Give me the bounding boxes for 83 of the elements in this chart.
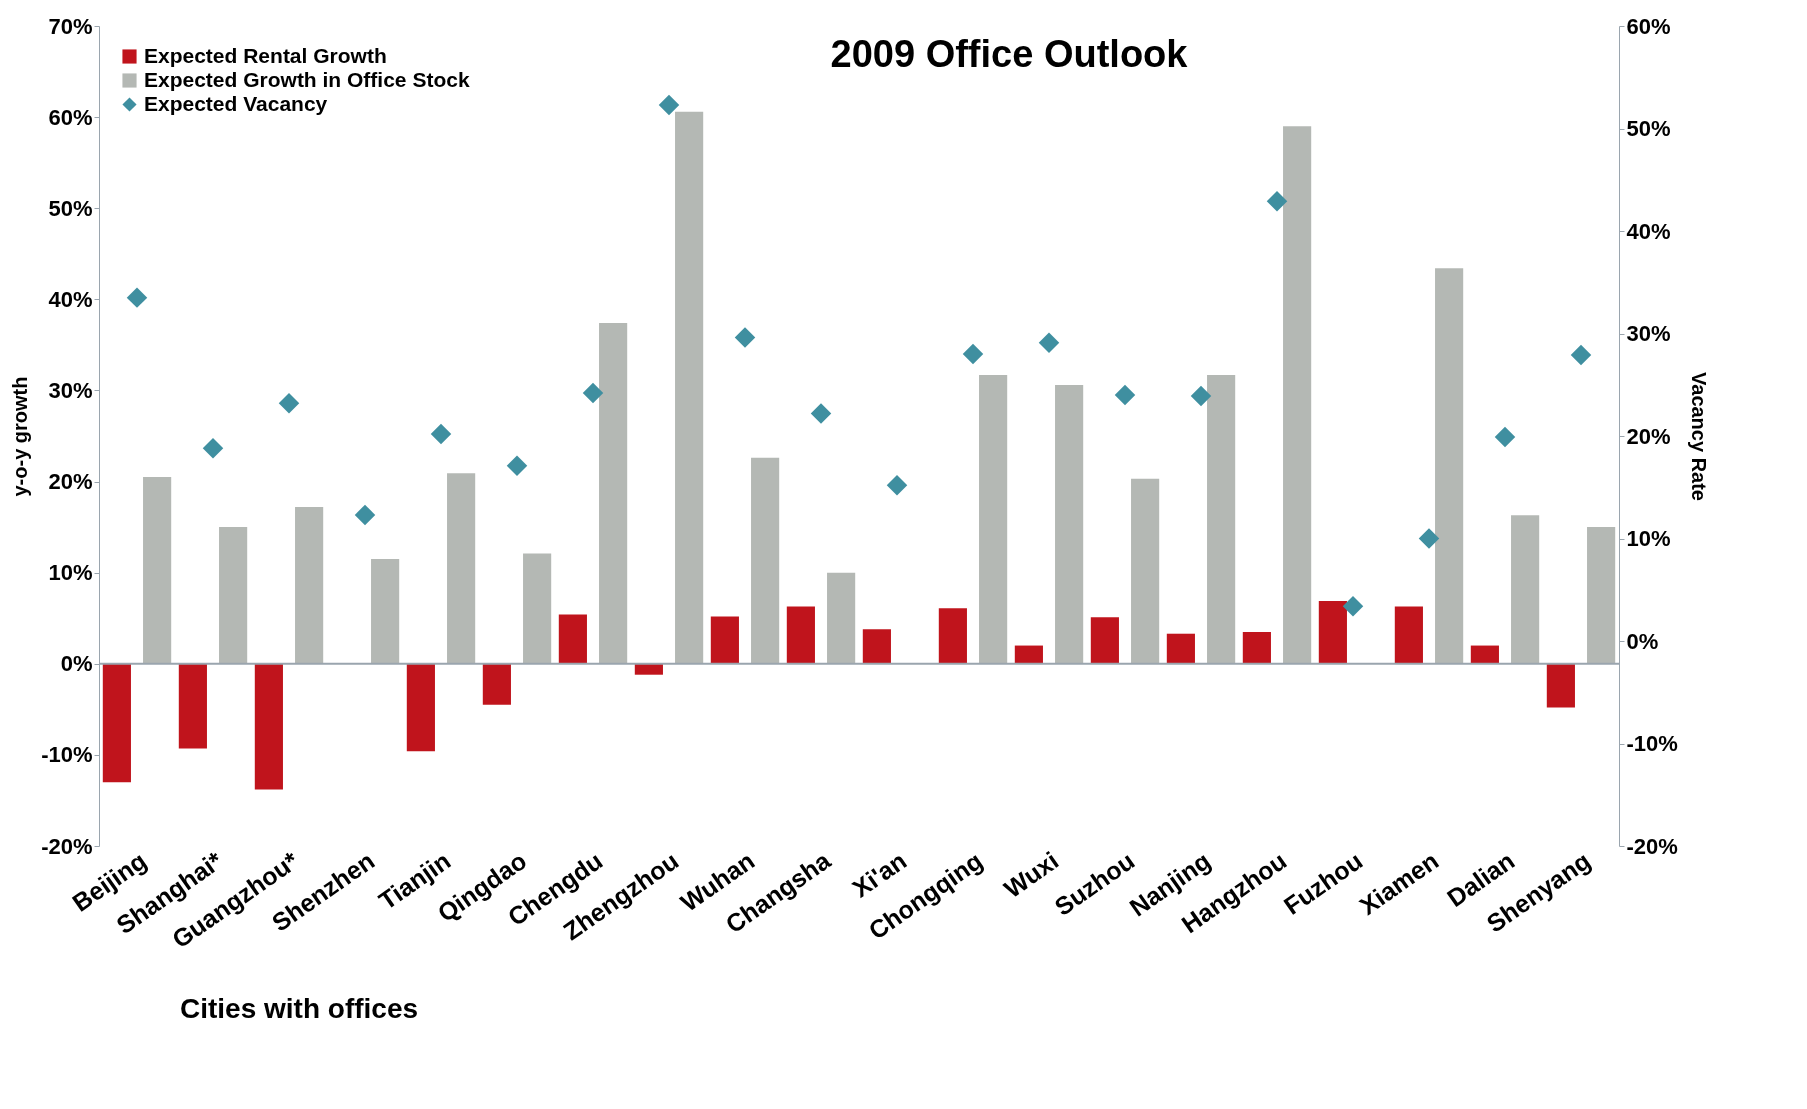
- bar: [675, 111, 704, 664]
- bar: [827, 572, 856, 664]
- y-axis-title: y-o-y growth: [9, 376, 32, 497]
- legend-label: Expected Vacancy: [144, 91, 328, 115]
- point: [278, 392, 300, 414]
- y-tick-label: 60%: [48, 104, 93, 130]
- point: [430, 423, 452, 445]
- bar: [254, 663, 283, 790]
- y-tick-label: 50%: [48, 195, 93, 221]
- y2-tick-label: -20%: [1626, 833, 1678, 859]
- point: [1570, 344, 1592, 366]
- y-tick-label: 70%: [48, 13, 93, 39]
- point: [202, 438, 224, 459]
- point: [354, 504, 376, 526]
- y2-tick-label: 50%: [1626, 116, 1671, 141]
- bar: [1511, 515, 1540, 664]
- bar: [1283, 126, 1312, 664]
- point: [810, 403, 832, 424]
- bar: [938, 608, 967, 664]
- point: [506, 455, 528, 476]
- y2-tick-label: 10%: [1626, 526, 1671, 551]
- point: [1266, 191, 1288, 212]
- bar: [1470, 645, 1499, 664]
- bar: [178, 663, 207, 749]
- bar: [1394, 606, 1423, 664]
- legend-label: Expected Rental Growth: [144, 43, 387, 67]
- bar: [102, 663, 131, 783]
- point: [1114, 384, 1136, 406]
- y2-tick-label: 40%: [1626, 218, 1671, 244]
- bar: [1587, 527, 1616, 664]
- bar: [1435, 268, 1464, 664]
- point: [1190, 385, 1212, 407]
- y-tick-label: 0%: [60, 651, 93, 677]
- y2-tick-label: -10%: [1626, 731, 1678, 756]
- point: [126, 287, 148, 308]
- point: [1494, 426, 1516, 448]
- bar: [1014, 645, 1043, 664]
- y2-tick-label: 20%: [1626, 423, 1671, 449]
- y-tick-label: 40%: [48, 286, 93, 312]
- bar: [1318, 600, 1347, 664]
- point: [658, 94, 680, 116]
- bar: [1131, 478, 1160, 664]
- point: [582, 382, 604, 404]
- y2-tick-label: 60%: [1626, 13, 1671, 39]
- y-tick-label: -10%: [41, 742, 93, 768]
- bar: [523, 553, 552, 664]
- y2-tick-label: 30%: [1626, 321, 1671, 346]
- bar: [558, 614, 587, 664]
- chart-title: 2009 Office Outlook: [830, 33, 1189, 75]
- y2-tick-label: 0%: [1626, 628, 1659, 654]
- point: [1342, 595, 1364, 617]
- bar: [1207, 374, 1236, 664]
- text: Cities with offices: [179, 993, 419, 1024]
- point: [886, 474, 908, 496]
- bar: [751, 457, 780, 664]
- point: [734, 327, 756, 348]
- y-tick-label: 20%: [48, 469, 93, 495]
- bar: [979, 374, 1008, 664]
- y-tick-label: 10%: [48, 560, 93, 586]
- y2-axis-title: Vacancy Rate: [1687, 372, 1710, 501]
- bar: [447, 473, 476, 664]
- point: [1418, 528, 1440, 549]
- bar: [862, 629, 891, 664]
- bar: [634, 663, 663, 675]
- bar: [1090, 617, 1119, 664]
- bar: [406, 663, 435, 752]
- bar: [786, 606, 815, 664]
- bar: [1055, 384, 1084, 664]
- y-tick-label: 30%: [48, 377, 93, 403]
- bar: [1546, 663, 1575, 708]
- bar: [295, 507, 324, 664]
- bar: [219, 527, 248, 664]
- bar: [1242, 631, 1271, 664]
- y-tick-label: -20%: [41, 833, 93, 859]
- point: [1038, 332, 1060, 353]
- bar: [599, 323, 628, 664]
- bar: [143, 477, 172, 664]
- legend-label: Expected Growth in Office Stock: [144, 67, 470, 91]
- point: [962, 343, 984, 365]
- bar: [482, 663, 511, 705]
- bar: [371, 559, 400, 664]
- bar: [1166, 633, 1195, 664]
- bar: [710, 616, 739, 664]
